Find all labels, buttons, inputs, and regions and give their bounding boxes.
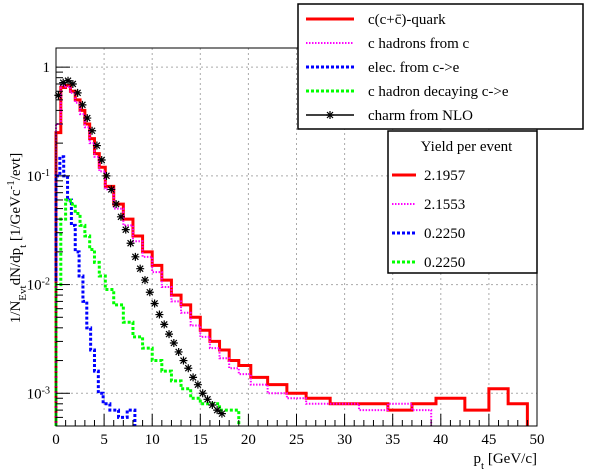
legend-marker <box>326 111 334 119</box>
nlo-point <box>160 320 169 329</box>
nlo-point <box>193 380 202 389</box>
x-tick-label: 35 <box>385 432 400 448</box>
legend-box <box>297 3 584 130</box>
series-layer <box>54 76 529 426</box>
series-3 <box>54 198 241 426</box>
series-line <box>55 84 433 426</box>
y-tick-label: 1 <box>43 60 51 76</box>
yield-entry: 0.2250 <box>392 226 465 242</box>
nlo-point <box>150 299 159 308</box>
nlo-point <box>136 264 145 273</box>
series-line <box>54 198 241 426</box>
yield-title: Yield per event <box>421 139 513 155</box>
legend-label: c hadron decaying c->e <box>368 84 509 100</box>
grid-lines <box>56 48 537 426</box>
series-4 <box>54 76 226 418</box>
nlo-point <box>179 356 188 365</box>
y-tick-label: 10-3 <box>27 385 50 403</box>
series-2 <box>54 155 137 426</box>
legend-entry: c(c+c̄)-quark <box>306 12 446 28</box>
nlo-point <box>121 225 130 234</box>
x-tick-label: 10 <box>145 432 160 448</box>
nlo-point <box>73 88 82 97</box>
legend-label: charm from NLO <box>368 108 473 124</box>
nlo-point <box>155 310 164 319</box>
series-line <box>54 155 137 426</box>
y-tick-label: 10-2 <box>27 276 50 294</box>
nlo-point <box>184 364 193 373</box>
x-tick-label: 50 <box>530 432 545 448</box>
nlo-point <box>59 78 68 87</box>
x-tick-label: 15 <box>193 432 208 448</box>
nlo-point <box>213 406 222 415</box>
legend-entry: charm from NLO <box>306 108 473 124</box>
nlo-point <box>198 389 207 398</box>
legend-label: c(c+c̄)-quark <box>368 12 446 28</box>
x-tick-label: 45 <box>481 432 496 448</box>
legend: c(c+c̄)-quark c hadrons from c elec. from … <box>297 3 584 130</box>
nlo-point <box>88 126 97 135</box>
nlo-point <box>102 171 111 180</box>
nlo-point <box>78 100 87 109</box>
yield-value: 0.2250 <box>424 255 465 271</box>
x-tick-label: 30 <box>337 432 352 448</box>
x-axis-label: pt [GeV/c] <box>474 451 537 472</box>
nlo-point <box>68 79 77 88</box>
nlo-point <box>140 276 149 285</box>
nlo-point <box>126 239 135 248</box>
series-1 <box>55 84 433 426</box>
nlo-point <box>208 401 217 410</box>
x-tick-label: 5 <box>100 432 108 448</box>
yield-entry: 2.1553 <box>392 197 465 213</box>
yield-box-frame <box>387 130 538 274</box>
nlo-point <box>83 114 92 123</box>
legend-entry: c hadrons from c <box>306 36 470 52</box>
legend-label: c hadrons from c <box>368 36 470 52</box>
nlo-point <box>165 330 174 339</box>
nlo-point <box>131 252 140 261</box>
y-axis-label: 1/NEvtdN/dpt [1/GeVc-1/evt] <box>5 153 29 323</box>
nlo-point <box>64 76 73 85</box>
legend-label: elec. from c->e <box>368 60 460 76</box>
nlo-point <box>203 395 212 404</box>
nlo-point <box>174 347 183 356</box>
x-tick-label: 20 <box>241 432 256 448</box>
nlo-point <box>217 409 226 418</box>
yield-entry: 2.1957 <box>392 168 466 184</box>
nlo-point <box>97 155 106 164</box>
legend-entry: c hadron decaying c->e <box>306 84 509 100</box>
x-tick-label: 0 <box>52 432 60 448</box>
axes: 0 5 10 15 20 25 30 35 40 45 50 1 10-1 10-2 10-3 <box>27 60 545 448</box>
legend-entry: elec. from c->e <box>306 60 460 76</box>
nlo-point <box>112 200 121 209</box>
yield-value: 2.1553 <box>424 197 465 213</box>
yield-value: 0.2250 <box>424 226 465 242</box>
nlo-point <box>107 185 116 194</box>
yield-box: Yield per event 2.1957 2.1553 0.2250 0.2250 <box>387 130 538 274</box>
nlo-point <box>92 141 101 150</box>
yield-entry: 0.2250 <box>392 255 465 271</box>
yield-value: 2.1957 <box>424 168 466 184</box>
x-tick-label: 25 <box>289 432 304 448</box>
y-tick-label: 10-1 <box>27 167 50 185</box>
nlo-point <box>169 339 178 348</box>
nlo-point <box>116 212 125 221</box>
nlo-point <box>189 373 198 382</box>
x-tick-label: 40 <box>433 432 448 448</box>
nlo-point <box>54 91 63 100</box>
nlo-point <box>145 288 154 297</box>
